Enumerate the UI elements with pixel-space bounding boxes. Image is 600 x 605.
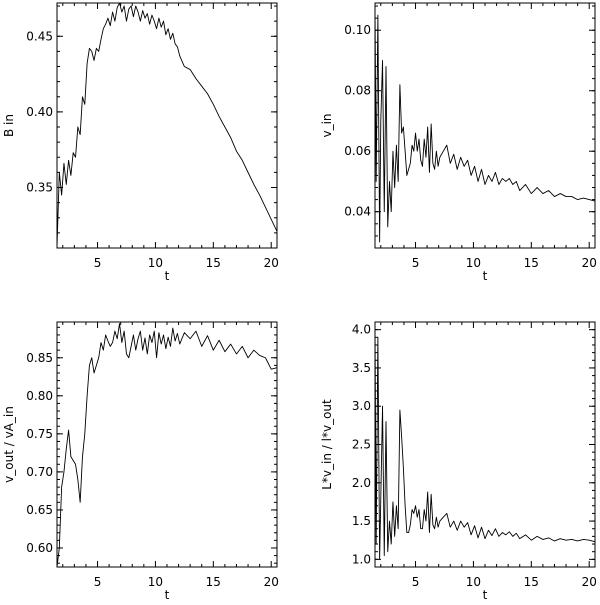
x-tick-label: 20 — [264, 256, 279, 270]
y-tick-label: 2.5 — [352, 438, 371, 452]
x-axis-label: t — [483, 269, 488, 283]
y-tick-label: 0.06 — [344, 144, 371, 158]
x-tick-label: 15 — [524, 256, 539, 270]
x-tick-label: 5 — [94, 256, 102, 270]
axes-frame-4 — [374, 321, 596, 568]
y-tick-label: 4.0 — [352, 323, 371, 337]
y-tick-label: 0.35 — [26, 181, 53, 195]
x-tick-label: 20 — [582, 575, 597, 589]
y-tick-label: 0.04 — [344, 205, 371, 219]
y-axis-label: v_out / vA_in — [2, 406, 16, 483]
y-tick-label: 0.60 — [26, 541, 53, 555]
x-tick-label: 10 — [466, 256, 481, 270]
y-tick-label: 0.10 — [344, 23, 371, 37]
axes-frame-3 — [56, 321, 278, 568]
series-line-3 — [56, 323, 278, 568]
y-axis-label: B in — [2, 114, 16, 137]
x-tick-label: 20 — [582, 256, 597, 270]
x-tick-label: 15 — [206, 575, 221, 589]
y-tick-label: 0.70 — [26, 465, 53, 479]
x-tick-label: 10 — [148, 256, 163, 270]
chart-panel-1: 5 10 15 20 0.35 0.40 0.45 t B in — [2, 2, 279, 283]
series-line-2 — [374, 6, 596, 243]
y-axis-label: L*v_in / l*v_out — [320, 399, 334, 490]
x-tick-label: 20 — [264, 575, 279, 589]
y-tick-label: 0.85 — [26, 351, 53, 365]
y-tick-label: 0.80 — [26, 389, 53, 403]
chart-panel-4: 5 10 15 20 1.0 1.5 2.0 2.5 3.0 3.5 4.0 t L*v_in / l*… — [320, 321, 597, 602]
x-tick-label: 10 — [148, 575, 163, 589]
y-tick-label: 3.0 — [352, 399, 371, 413]
y-axis-label: v_in — [320, 113, 334, 137]
axes-frame-2 — [374, 2, 596, 249]
chart-panel-3: 5 10 15 20 0.60 0.65 0.70 0.75 0.80 0.85 t v_out / … — [2, 321, 279, 602]
y-tick-label: 0.65 — [26, 503, 53, 517]
x-tick-label: 10 — [466, 575, 481, 589]
chart-panel-2: 5 10 15 20 0.04 0.06 0.08 0.10 t v_in — [320, 2, 597, 283]
y-tick-label: 0.40 — [26, 105, 53, 119]
y-tick-label: 1.0 — [352, 552, 371, 566]
x-tick-label: 5 — [412, 256, 420, 270]
x-axis-label: t — [483, 588, 488, 602]
y-tick-label: 0.45 — [26, 29, 53, 43]
x-tick-label: 5 — [94, 575, 102, 589]
series-line-1 — [56, 2, 278, 247]
x-axis-label: t — [165, 269, 170, 283]
y-tick-label: 0.75 — [26, 427, 53, 441]
x-tick-label: 5 — [412, 575, 420, 589]
y-tick-label: 3.5 — [352, 361, 371, 375]
y-tick-label: 0.08 — [344, 84, 371, 98]
y-tick-label: 1.5 — [352, 514, 371, 528]
x-axis-label: t — [165, 588, 170, 602]
y-tick-label: 2.0 — [352, 476, 371, 490]
x-tick-label: 15 — [524, 575, 539, 589]
series-line-4 — [374, 325, 596, 560]
axes-frame-1 — [56, 2, 278, 249]
x-tick-label: 15 — [206, 256, 221, 270]
